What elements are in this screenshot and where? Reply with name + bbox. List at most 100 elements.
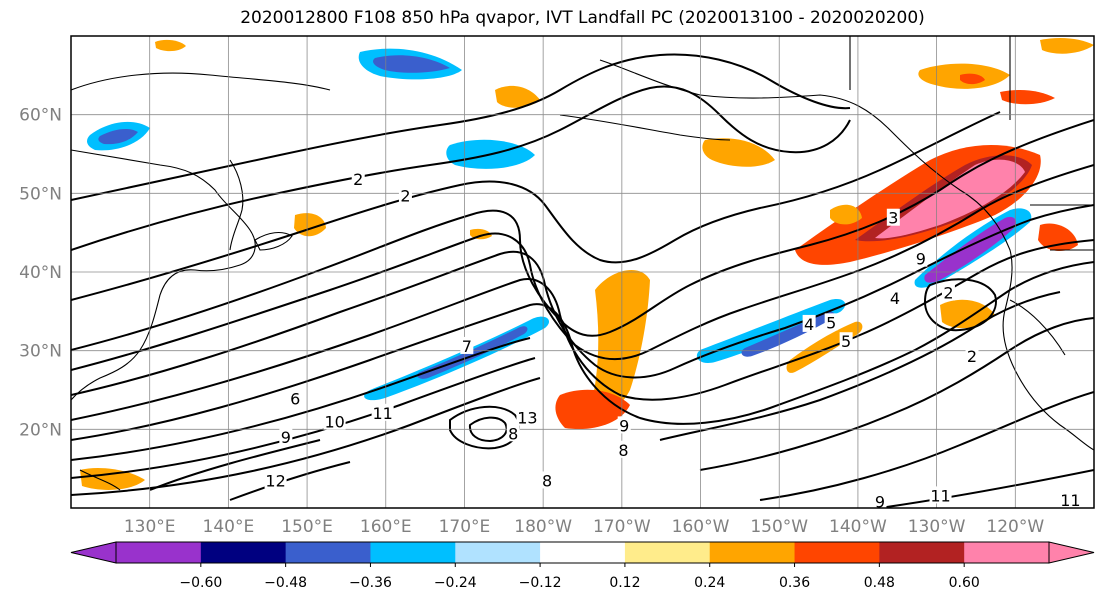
colorbar-tick-labels: −0.60 −0.48 −0.36 −0.24 −0.12 0.12 0.24 0.36 0.4… <box>179 563 980 591</box>
colorbar-swatch <box>540 542 626 563</box>
contour-label: 13 <box>517 409 537 428</box>
lat-tick-label: 60°N <box>19 106 62 126</box>
latitude-tick-labels: 60°N 50°N 40°N 30°N 20°N <box>19 106 62 441</box>
moist-band-central <box>590 269 650 414</box>
contour-label-bg <box>288 389 302 407</box>
contour-label: 9 <box>916 250 926 269</box>
contour-label-bg <box>279 428 293 446</box>
contour-label-bg <box>839 332 853 350</box>
colorbar-tick-label: −0.24 <box>434 575 477 591</box>
contour-label: 5 <box>841 332 851 351</box>
contour-label: 2 <box>967 347 977 366</box>
lon-tick-label: 150°W <box>750 517 808 537</box>
lon-tick-label: 160°E <box>360 517 412 537</box>
map-title: 2020012800 F108 850 hPa qvapor, IVT Land… <box>240 8 925 28</box>
contour-label-bg <box>616 440 630 458</box>
map-frame <box>70 35 1095 509</box>
dry-band-purple <box>924 216 1016 283</box>
colorbar-outline <box>115 541 1050 564</box>
gridlines <box>71 36 1094 508</box>
colorbar-extend-min <box>70 541 117 564</box>
lon-tick-label: 160°W <box>672 517 730 537</box>
contour-label: 4 <box>804 315 814 334</box>
colorbar-swatch <box>116 542 202 563</box>
contour-label-bg <box>323 412 346 430</box>
contour-label-bg <box>888 288 902 306</box>
contour-label: 8 <box>618 441 628 460</box>
colorbar-tick-label: 0.36 <box>779 575 810 591</box>
contour-label: 9 <box>619 416 629 435</box>
colorbar-swatch <box>709 542 796 563</box>
contour-label: 9 <box>875 493 885 512</box>
contour-label: 4 <box>890 289 900 308</box>
lon-tick-label: 130°W <box>908 517 966 537</box>
colorbar-tick-label: 0.60 <box>949 575 980 591</box>
contour-label-bg <box>516 408 539 426</box>
contour-label-bg <box>914 249 928 267</box>
lat-tick-label: 40°N <box>19 263 62 283</box>
colorbar-tick-label: −0.36 <box>349 575 392 591</box>
contour-label-bg <box>886 208 900 226</box>
contour-label: 8 <box>542 471 552 490</box>
lon-tick-label: 140°W <box>829 517 887 537</box>
colorbar-tick-label: −0.48 <box>264 575 307 591</box>
lon-tick-label: 170°E <box>439 517 491 537</box>
contour-label-bg <box>941 283 955 301</box>
colorbar-tick-label: 0.12 <box>609 575 640 591</box>
contour-label-bg <box>264 471 287 489</box>
contour-label-bg <box>460 336 474 354</box>
coastlines <box>71 36 1094 491</box>
contour-label-bg <box>371 403 394 421</box>
colorbar-tick-label: −0.60 <box>179 575 222 591</box>
lon-tick-label: 150°E <box>281 517 333 537</box>
colorbar-swatch <box>879 542 965 563</box>
contour-label-bg <box>1059 491 1082 508</box>
contour-label: 7 <box>462 337 472 356</box>
colorbar-swatch <box>370 542 456 563</box>
colorbar-swatch <box>200 542 287 563</box>
contour-label-bg <box>398 186 412 204</box>
moisture-plume-pink <box>875 159 1025 239</box>
lat-tick-label: 50°N <box>19 184 62 204</box>
contour-label-bg <box>929 486 952 504</box>
contours <box>71 53 1094 508</box>
contour-label: 3 <box>888 209 898 228</box>
colorbar-tick-label: −0.12 <box>519 575 562 591</box>
contour-label-bg <box>824 313 838 331</box>
contour-label-bg <box>540 471 554 489</box>
contour-label-bg <box>873 492 887 508</box>
contour-label: 11 <box>372 404 392 423</box>
colorbar-swatch <box>455 542 541 563</box>
contour-label-bg <box>965 347 979 365</box>
contour-label-bg <box>351 170 365 188</box>
colorbar-extend-max <box>1048 541 1095 564</box>
moist-patch-south <box>555 389 630 430</box>
lat-tick-label: 30°N <box>19 342 62 362</box>
colorbar-swatch <box>624 542 711 563</box>
contour-label: 9 <box>281 428 291 447</box>
contour-label: 12 <box>265 471 285 490</box>
lat-tick-label: 20°N <box>19 420 62 440</box>
colorbar <box>70 541 1095 564</box>
contour-label: 10 <box>324 412 344 431</box>
lon-tick-label: 180°W <box>514 517 572 537</box>
colorbar-tick-label: 0.24 <box>694 575 725 591</box>
colorbar-swatch <box>794 542 880 563</box>
colorbar-swatch <box>964 542 1050 563</box>
contour-label: 2 <box>353 170 363 189</box>
lon-tick-label: 170°W <box>593 517 651 537</box>
colorbar-swatch <box>285 542 371 563</box>
contour-label-bg <box>506 424 520 442</box>
contour-label: 11 <box>1060 491 1080 510</box>
contour-label-bg <box>617 416 631 434</box>
lon-tick-label: 120°W <box>986 517 1044 537</box>
colorbar-tick-label: 0.48 <box>864 575 895 591</box>
contour-label: 6 <box>290 390 300 409</box>
contour-label: 2 <box>400 187 410 206</box>
contour-label-bg <box>802 314 816 332</box>
contour-label: 8 <box>508 424 518 443</box>
contour-label: 5 <box>826 313 836 332</box>
